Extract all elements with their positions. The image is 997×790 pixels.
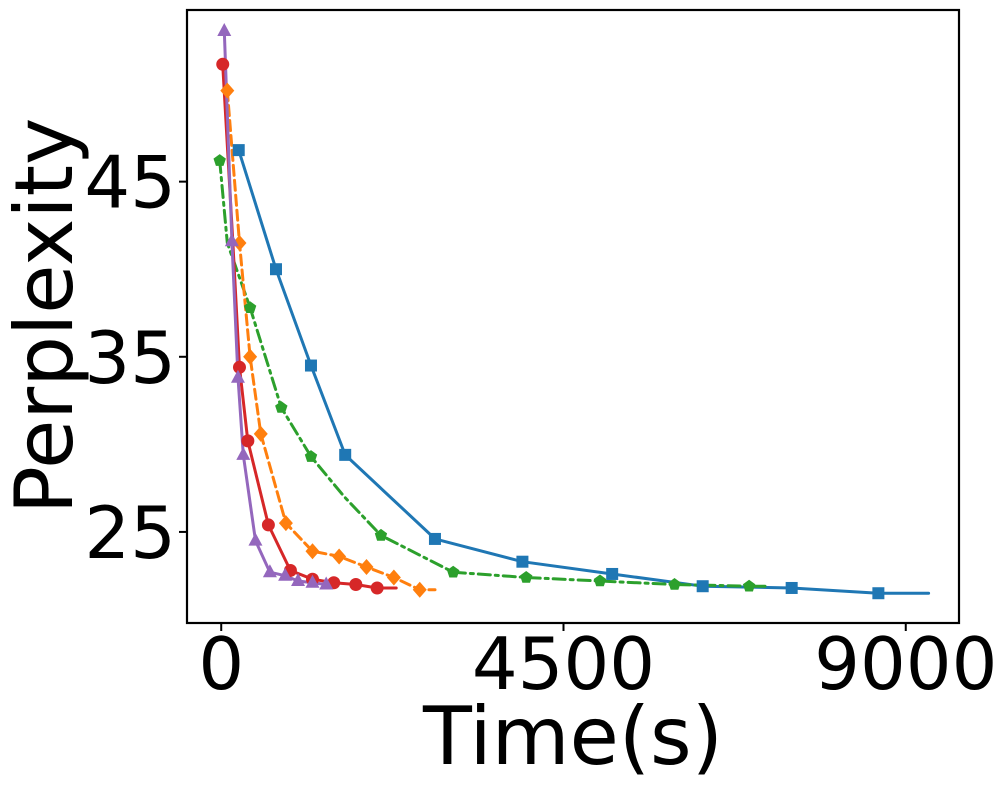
data-point-triangle xyxy=(278,567,293,581)
data-point-triangle xyxy=(291,572,306,586)
data-point-circle xyxy=(370,581,384,595)
data-point-square xyxy=(516,555,529,568)
series-layer xyxy=(213,23,931,600)
x-axis-ticks: 0 4500 9000 xyxy=(198,622,997,706)
x-axis-title: Time(s) xyxy=(422,690,723,783)
data-point-triangle xyxy=(248,532,263,546)
data-point-diamond xyxy=(253,425,268,442)
data-point-diamond xyxy=(220,82,235,99)
data-point-diamond xyxy=(243,348,258,365)
x-tick-label: 4500 xyxy=(472,622,655,706)
data-point-pentagon xyxy=(593,574,607,587)
series-line-5 xyxy=(222,29,328,586)
data-point-square xyxy=(232,144,245,157)
data-point-diamond xyxy=(278,515,293,532)
y-axis-ticks: 25 35 45 xyxy=(84,141,187,575)
data-point-diamond xyxy=(332,548,347,565)
data-point-square xyxy=(785,581,798,594)
data-point-diamond xyxy=(386,569,401,586)
data-point-circle xyxy=(349,577,363,591)
data-point-square xyxy=(872,587,885,600)
data-point-diamond xyxy=(359,558,374,575)
series-line-3 xyxy=(225,89,437,592)
plot-frame xyxy=(185,8,961,625)
data-point-triangle xyxy=(224,233,239,247)
series-line-4 xyxy=(221,62,398,590)
data-point-diamond xyxy=(412,581,427,598)
data-point-pentagon xyxy=(742,579,756,592)
series-line-1 xyxy=(237,148,931,595)
y-tick-label: 25 xyxy=(84,491,176,575)
y-axis-title: Perplexity xyxy=(0,118,91,515)
series-line-2 xyxy=(218,159,771,588)
data-point-triangle xyxy=(230,369,245,383)
data-point-triangle xyxy=(217,23,232,37)
data-point-square xyxy=(339,448,352,461)
data-point-square xyxy=(269,263,282,276)
data-point-pentagon xyxy=(520,571,533,583)
data-point-triangle xyxy=(236,446,251,460)
data-point-square xyxy=(696,580,709,593)
data-point-pentagon xyxy=(374,528,388,541)
y-tick-label: 45 xyxy=(84,141,176,225)
data-point-square xyxy=(428,532,441,545)
data-point-pentagon xyxy=(447,565,460,578)
data-point-pentagon xyxy=(275,401,288,413)
data-point-pentagon xyxy=(213,154,226,166)
data-point-diamond xyxy=(232,234,247,251)
data-point-square xyxy=(606,567,619,580)
data-point-pentagon xyxy=(304,450,318,462)
x-tick-label: 0 xyxy=(198,622,244,706)
data-point-circle xyxy=(241,434,255,448)
data-point-triangle xyxy=(319,576,334,590)
x-tick-label: 9000 xyxy=(814,622,997,706)
data-point-circle xyxy=(261,518,275,532)
data-point-circle xyxy=(232,360,246,374)
data-point-square xyxy=(304,359,317,372)
data-point-pentagon xyxy=(668,578,681,590)
y-tick-label: 35 xyxy=(84,316,176,400)
data-point-triangle xyxy=(262,564,277,578)
data-point-circle xyxy=(216,57,230,71)
data-point-triangle xyxy=(305,574,320,588)
data-point-pentagon xyxy=(243,301,257,313)
data-point-diamond xyxy=(305,543,320,560)
